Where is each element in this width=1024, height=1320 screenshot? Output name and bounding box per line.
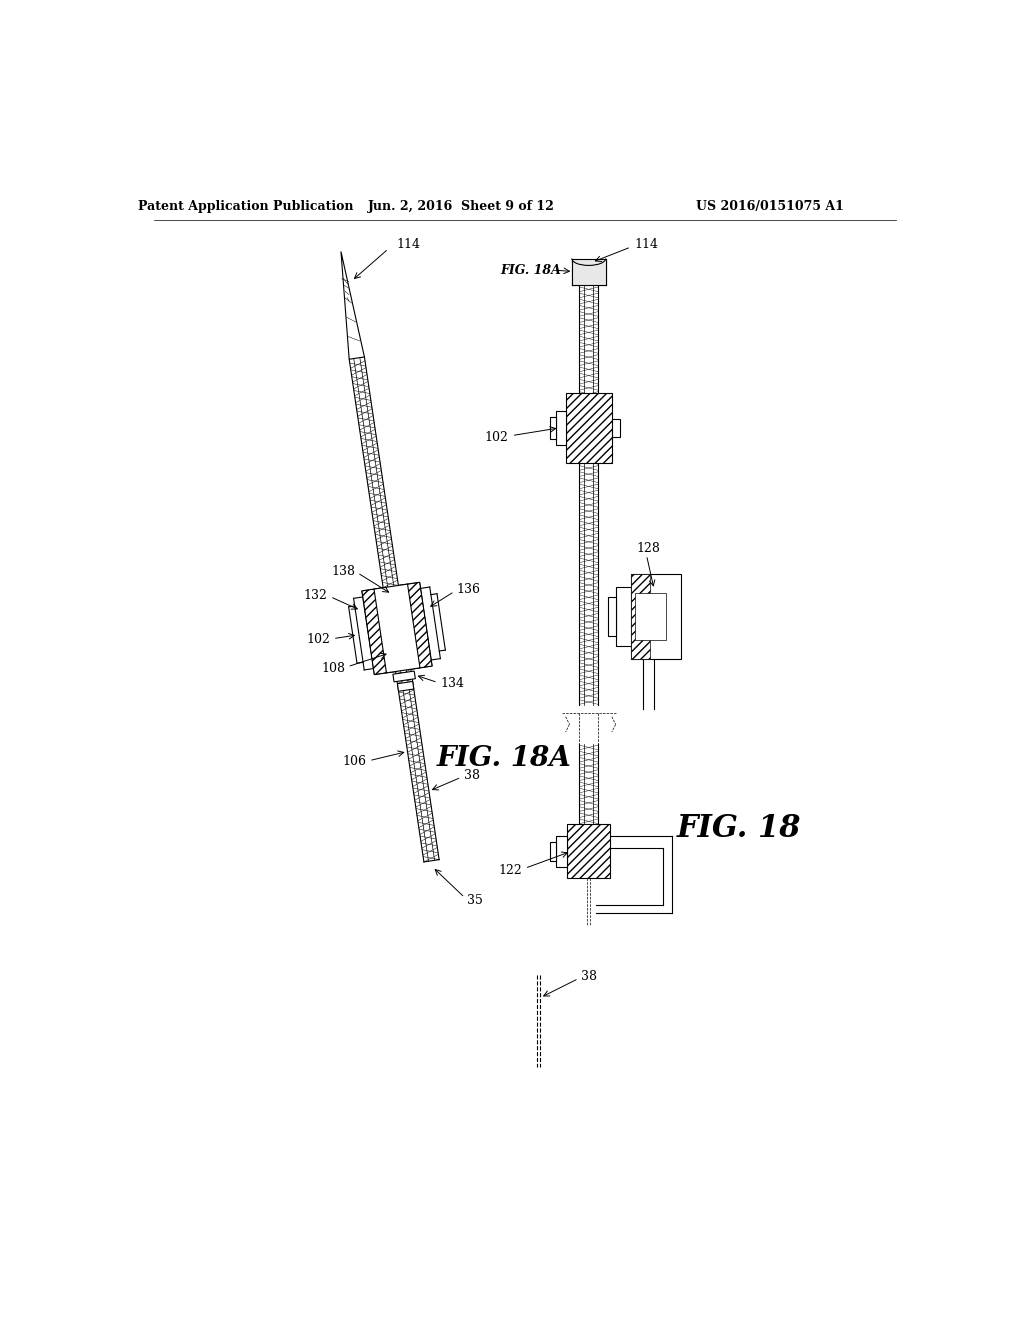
Bar — [567, 825, 610, 878]
Bar — [631, 574, 650, 659]
Text: 122: 122 — [499, 865, 522, 878]
Text: 136: 136 — [457, 582, 480, 595]
Text: US 2016/0151075 A1: US 2016/0151075 A1 — [695, 199, 844, 213]
Bar — [608, 597, 615, 636]
Bar — [556, 836, 567, 867]
Text: 138: 138 — [331, 565, 355, 578]
Bar — [631, 574, 681, 659]
Text: 134: 134 — [440, 677, 464, 690]
Text: 106: 106 — [343, 755, 367, 768]
Bar — [580, 285, 598, 705]
Bar — [550, 842, 556, 861]
Polygon shape — [349, 356, 439, 862]
Polygon shape — [341, 252, 365, 359]
Text: 114: 114 — [396, 238, 420, 251]
Text: 35: 35 — [467, 894, 483, 907]
Text: 108: 108 — [322, 661, 345, 675]
Bar — [611, 418, 620, 437]
Bar — [550, 417, 556, 438]
Polygon shape — [397, 681, 414, 692]
Text: 102: 102 — [484, 430, 509, 444]
Text: FIG. 18A: FIG. 18A — [501, 264, 561, 277]
Bar — [580, 743, 598, 829]
Polygon shape — [374, 583, 420, 673]
Text: FIG. 18A: FIG. 18A — [437, 744, 571, 772]
Bar — [571, 259, 605, 285]
Text: Jun. 2, 2016  Sheet 9 of 12: Jun. 2, 2016 Sheet 9 of 12 — [369, 199, 555, 213]
Polygon shape — [398, 582, 432, 669]
Bar — [635, 594, 666, 640]
Text: 38: 38 — [464, 770, 479, 783]
Text: 114: 114 — [635, 238, 658, 251]
Text: 128: 128 — [636, 543, 659, 556]
Bar — [556, 411, 565, 445]
Text: 102: 102 — [306, 632, 331, 645]
Polygon shape — [361, 587, 395, 675]
Polygon shape — [393, 671, 416, 682]
Text: FIG. 18: FIG. 18 — [677, 813, 801, 843]
Bar — [565, 393, 611, 462]
Text: 132: 132 — [304, 589, 328, 602]
Bar — [615, 587, 631, 645]
Text: Patent Application Publication: Patent Application Publication — [138, 199, 354, 213]
Text: 38: 38 — [581, 970, 597, 983]
